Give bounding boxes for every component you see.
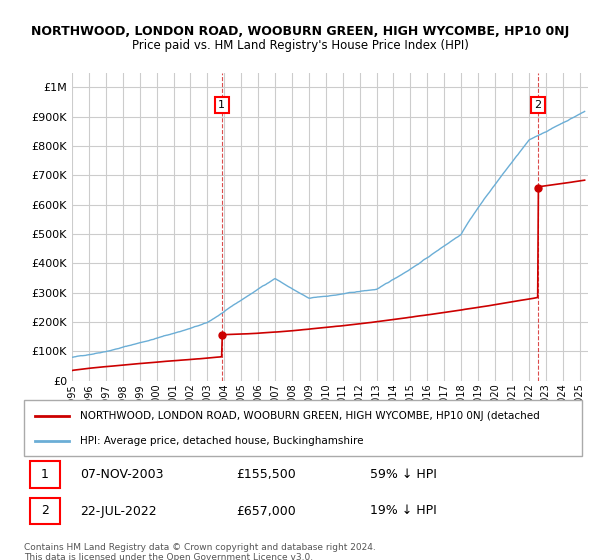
Text: This data is licensed under the Open Government Licence v3.0.: This data is licensed under the Open Gov… — [24, 553, 313, 560]
Text: 1: 1 — [41, 468, 49, 481]
FancyBboxPatch shape — [29, 498, 60, 524]
FancyBboxPatch shape — [24, 400, 582, 456]
Text: 2: 2 — [535, 100, 542, 110]
Text: NORTHWOOD, LONDON ROAD, WOOBURN GREEN, HIGH WYCOMBE, HP10 0NJ: NORTHWOOD, LONDON ROAD, WOOBURN GREEN, H… — [31, 25, 569, 38]
Text: NORTHWOOD, LONDON ROAD, WOOBURN GREEN, HIGH WYCOMBE, HP10 0NJ (detached: NORTHWOOD, LONDON ROAD, WOOBURN GREEN, H… — [80, 411, 539, 421]
Text: Price paid vs. HM Land Registry's House Price Index (HPI): Price paid vs. HM Land Registry's House … — [131, 39, 469, 52]
Text: 59% ↓ HPI: 59% ↓ HPI — [370, 468, 437, 481]
Text: 22-JUL-2022: 22-JUL-2022 — [80, 505, 157, 517]
Text: 07-NOV-2003: 07-NOV-2003 — [80, 468, 163, 481]
Text: HPI: Average price, detached house, Buckinghamshire: HPI: Average price, detached house, Buck… — [80, 436, 364, 446]
Text: 19% ↓ HPI: 19% ↓ HPI — [370, 505, 437, 517]
Text: 2: 2 — [41, 505, 49, 517]
Text: £657,000: £657,000 — [236, 505, 296, 517]
Text: 1: 1 — [218, 100, 225, 110]
Text: Contains HM Land Registry data © Crown copyright and database right 2024.: Contains HM Land Registry data © Crown c… — [24, 543, 376, 552]
Text: £155,500: £155,500 — [236, 468, 296, 481]
FancyBboxPatch shape — [29, 461, 60, 488]
